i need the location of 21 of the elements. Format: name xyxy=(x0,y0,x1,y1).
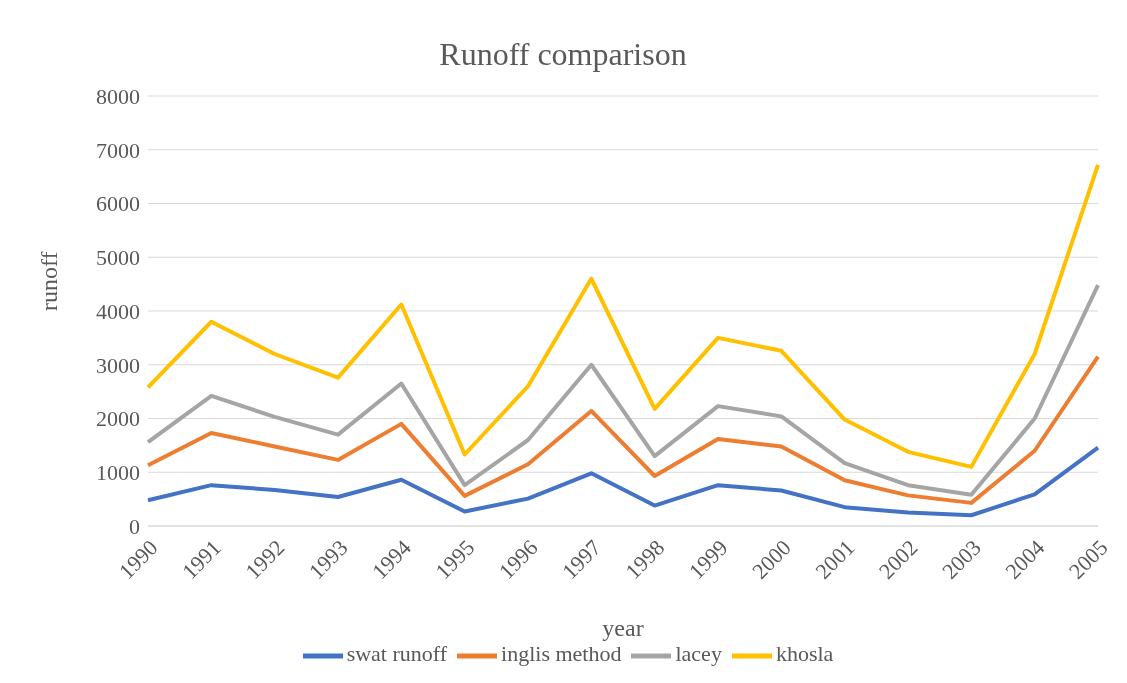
y-tick-label: 2000 xyxy=(96,406,140,432)
y-tick-label: 6000 xyxy=(96,191,140,217)
y-tick-label: 3000 xyxy=(96,352,140,378)
y-tick-label: 4000 xyxy=(96,298,140,324)
x-axis-title: year xyxy=(602,615,644,641)
line-series xyxy=(146,162,1100,469)
line-series xyxy=(146,283,1100,497)
y-axis-title: runoff xyxy=(35,251,62,311)
legend-label: khosla xyxy=(775,641,834,667)
y-tick-label: 1000 xyxy=(96,460,140,486)
line-series xyxy=(146,354,1100,505)
line-series xyxy=(146,445,1100,518)
chart-title: Runoff comparison xyxy=(439,36,687,72)
x-tick-label: 1991 xyxy=(177,534,226,584)
legend-label: lacey xyxy=(675,641,722,667)
y-tick-label: 8000 xyxy=(96,83,140,109)
legend-label: inglis method xyxy=(501,641,622,667)
y-tick-label: 5000 xyxy=(96,245,140,271)
legend-label: swat runoff xyxy=(346,641,448,667)
y-tick-label: 7000 xyxy=(96,137,140,163)
y-tick-label: 0 xyxy=(129,513,140,539)
